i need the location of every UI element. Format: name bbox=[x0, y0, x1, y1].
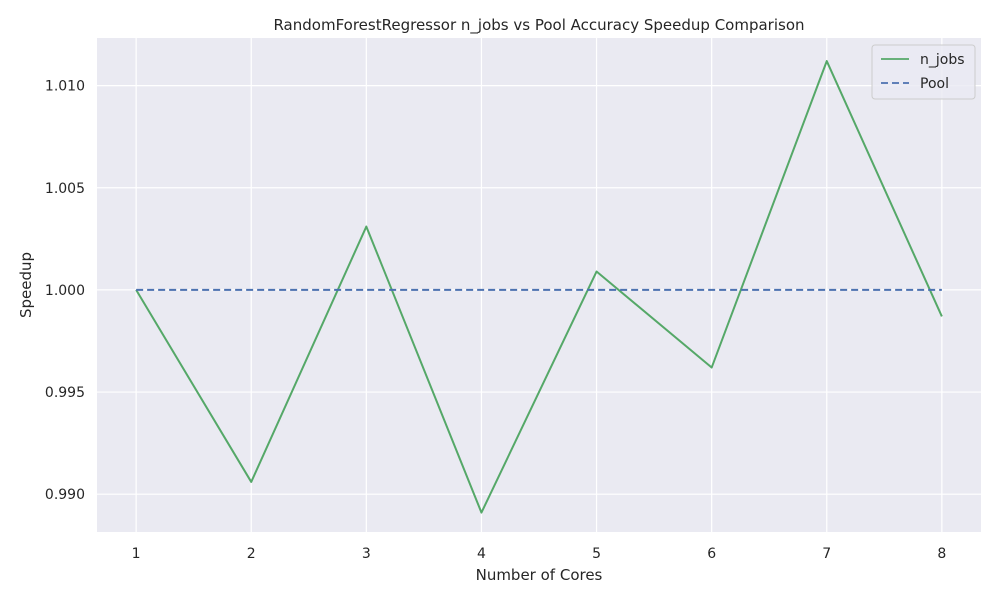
y-tick-label: 0.990 bbox=[45, 487, 85, 503]
x-axis-title: Number of Cores bbox=[476, 566, 603, 584]
x-tick-label: 4 bbox=[477, 546, 486, 562]
x-tick-label: 7 bbox=[822, 546, 831, 562]
legend: n_jobs Pool bbox=[871, 44, 976, 100]
grid-lines bbox=[97, 38, 981, 532]
y-axis-title: Speedup bbox=[17, 252, 35, 318]
legend-label-n-jobs: n_jobs bbox=[920, 52, 965, 68]
y-tick-label: 1.010 bbox=[45, 79, 85, 95]
x-tick-label: 5 bbox=[592, 546, 601, 562]
plot-background bbox=[97, 38, 981, 532]
legend-label-pool: Pool bbox=[920, 76, 949, 92]
y-tick-label: 0.995 bbox=[45, 385, 85, 401]
x-tick-label: 1 bbox=[132, 546, 141, 562]
x-tick-label: 8 bbox=[937, 546, 946, 562]
y-tick-label: 1.005 bbox=[45, 181, 85, 197]
tick-labels: 1 2 3 4 5 6 7 8 0.990 0.995 1.000 1.005 1.010 bbox=[45, 79, 946, 562]
x-tick-label: 2 bbox=[247, 546, 256, 562]
chart-title: RandomForestRegressor n_jobs vs Pool Acc… bbox=[273, 16, 804, 35]
x-tick-label: 6 bbox=[707, 546, 716, 562]
series-layer bbox=[135, 60, 943, 514]
series-line-n-jobs bbox=[135, 60, 943, 514]
y-tick-label: 1.000 bbox=[45, 283, 85, 299]
x-tick-label: 3 bbox=[362, 546, 371, 562]
